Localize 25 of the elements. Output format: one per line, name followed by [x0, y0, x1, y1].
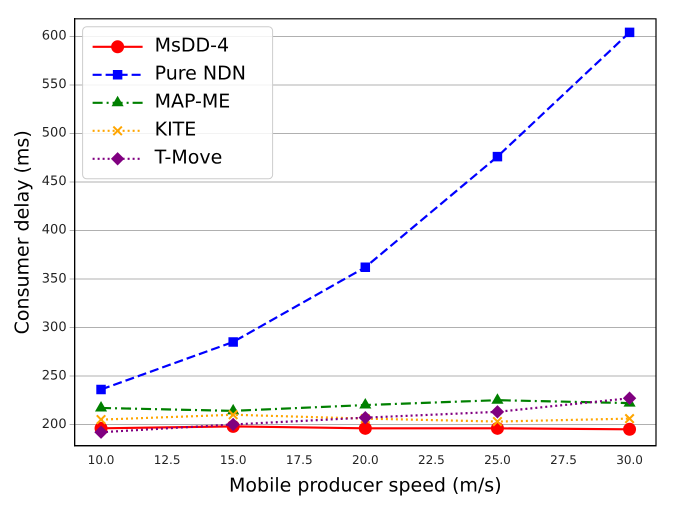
y-tick-label: 550	[42, 77, 67, 92]
x-tick-label: 30.0	[616, 453, 643, 468]
y-tick-label: 350	[42, 271, 67, 286]
legend-label: MsDD-4	[154, 34, 230, 57]
y-tick-label: 300	[42, 320, 67, 335]
x-tick-label: 10.0	[88, 453, 114, 468]
x-tick-label: 12.5	[154, 453, 180, 468]
x-tick-label: 17.5	[286, 453, 313, 468]
legend-label: T-Move	[154, 146, 222, 169]
legend-label: Pure NDN	[154, 62, 246, 85]
legend-label: MAP-ME	[154, 90, 230, 113]
y-tick-label: 500	[42, 126, 67, 141]
y-axis-title: Consumer delay (ms)	[11, 130, 34, 334]
y-tick-label: 600	[42, 28, 67, 44]
y-tick-label: 400	[42, 222, 67, 238]
x-tick-label: 15.0	[220, 453, 247, 468]
y-tick-label: 200	[42, 416, 67, 432]
x-axis-title: Mobile producer speed (m/s)	[229, 474, 502, 497]
legend-label: KITE	[154, 118, 196, 141]
y-tick-label: 450	[42, 174, 67, 190]
x-tick-label: 22.5	[418, 453, 445, 468]
x-tick-label: 25.0	[484, 453, 511, 468]
x-tick-label: 27.5	[550, 453, 577, 468]
x-tick-label: 20.0	[352, 453, 379, 468]
y-tick-label: 250	[42, 368, 67, 384]
